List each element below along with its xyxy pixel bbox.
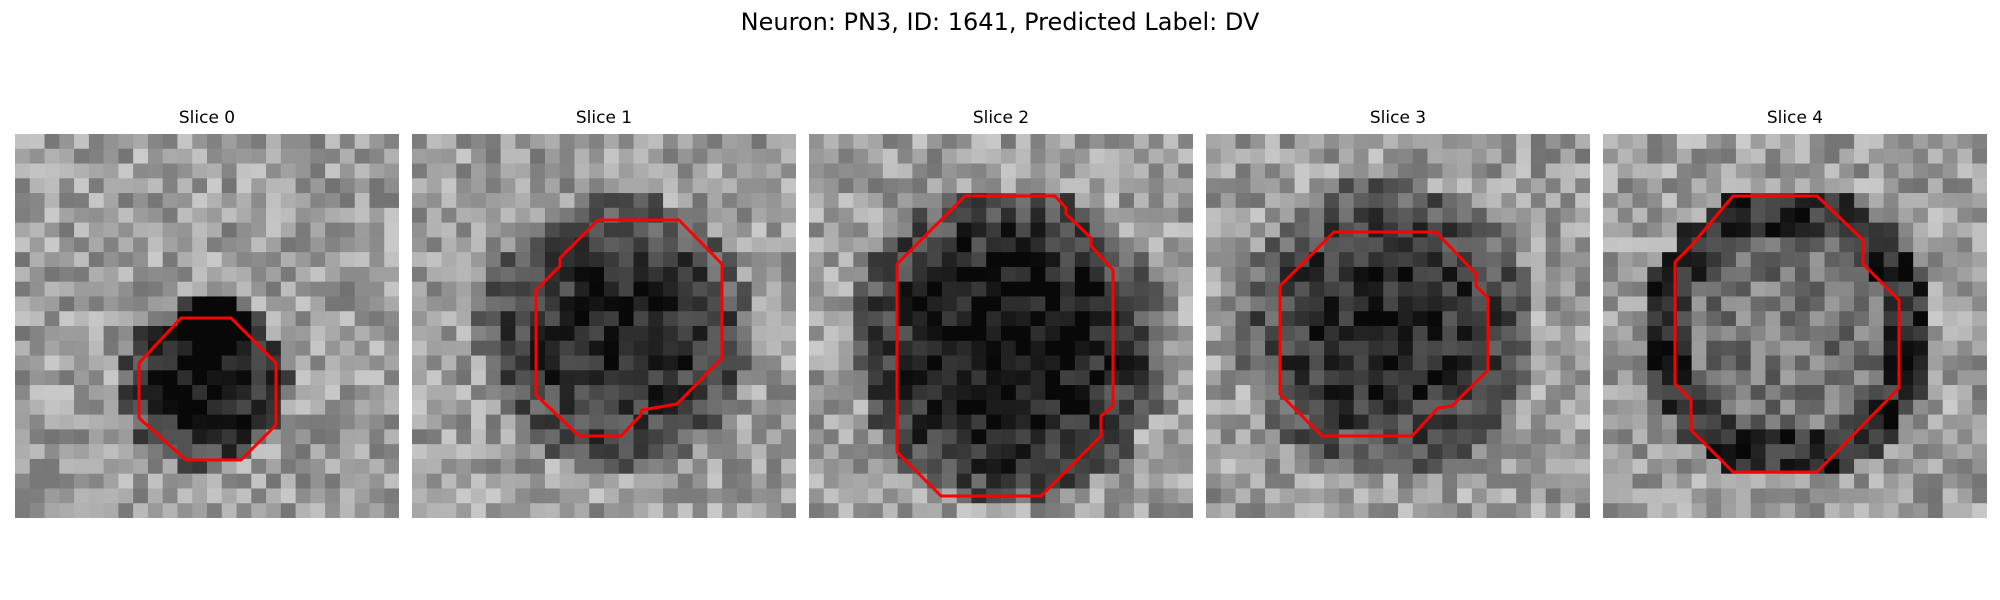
slice-panel-4: Slice 4 (1603, 106, 1987, 524)
slice-title: Slice 1 (575, 108, 633, 128)
grayscale-microscopy-image (1603, 134, 1987, 518)
segmentation-outline (137, 316, 278, 462)
grayscale-microscopy-image (809, 134, 1193, 518)
grayscale-microscopy-image (1206, 134, 1590, 518)
slice-title: Slice 4 (1766, 108, 1824, 128)
segmentation-outline (1278, 230, 1490, 438)
slice-image (809, 134, 1193, 518)
slice-image (1603, 134, 1987, 518)
slice-panel-0: Slice 0 (15, 106, 399, 524)
slice-image (412, 134, 796, 518)
slice-panel-3: Slice 3 (1206, 106, 1590, 524)
segmentation-outline (534, 218, 724, 438)
slice-title: Slice 0 (178, 108, 236, 128)
grayscale-microscopy-image (412, 134, 796, 518)
slice-panel-2: Slice 2 (809, 106, 1193, 524)
grayscale-microscopy-image (15, 134, 399, 518)
slice-image (1206, 134, 1590, 518)
slice-title: Slice 2 (972, 108, 1030, 128)
slice-image (15, 134, 399, 518)
slice-title: Slice 3 (1369, 108, 1427, 128)
segmentation-outline (1673, 194, 1901, 474)
segmentation-outline (895, 194, 1115, 498)
slice-panel-1: Slice 1 (412, 106, 796, 524)
figure-title: Neuron: PN3, ID: 1641, Predicted Label: … (740, 8, 1260, 36)
